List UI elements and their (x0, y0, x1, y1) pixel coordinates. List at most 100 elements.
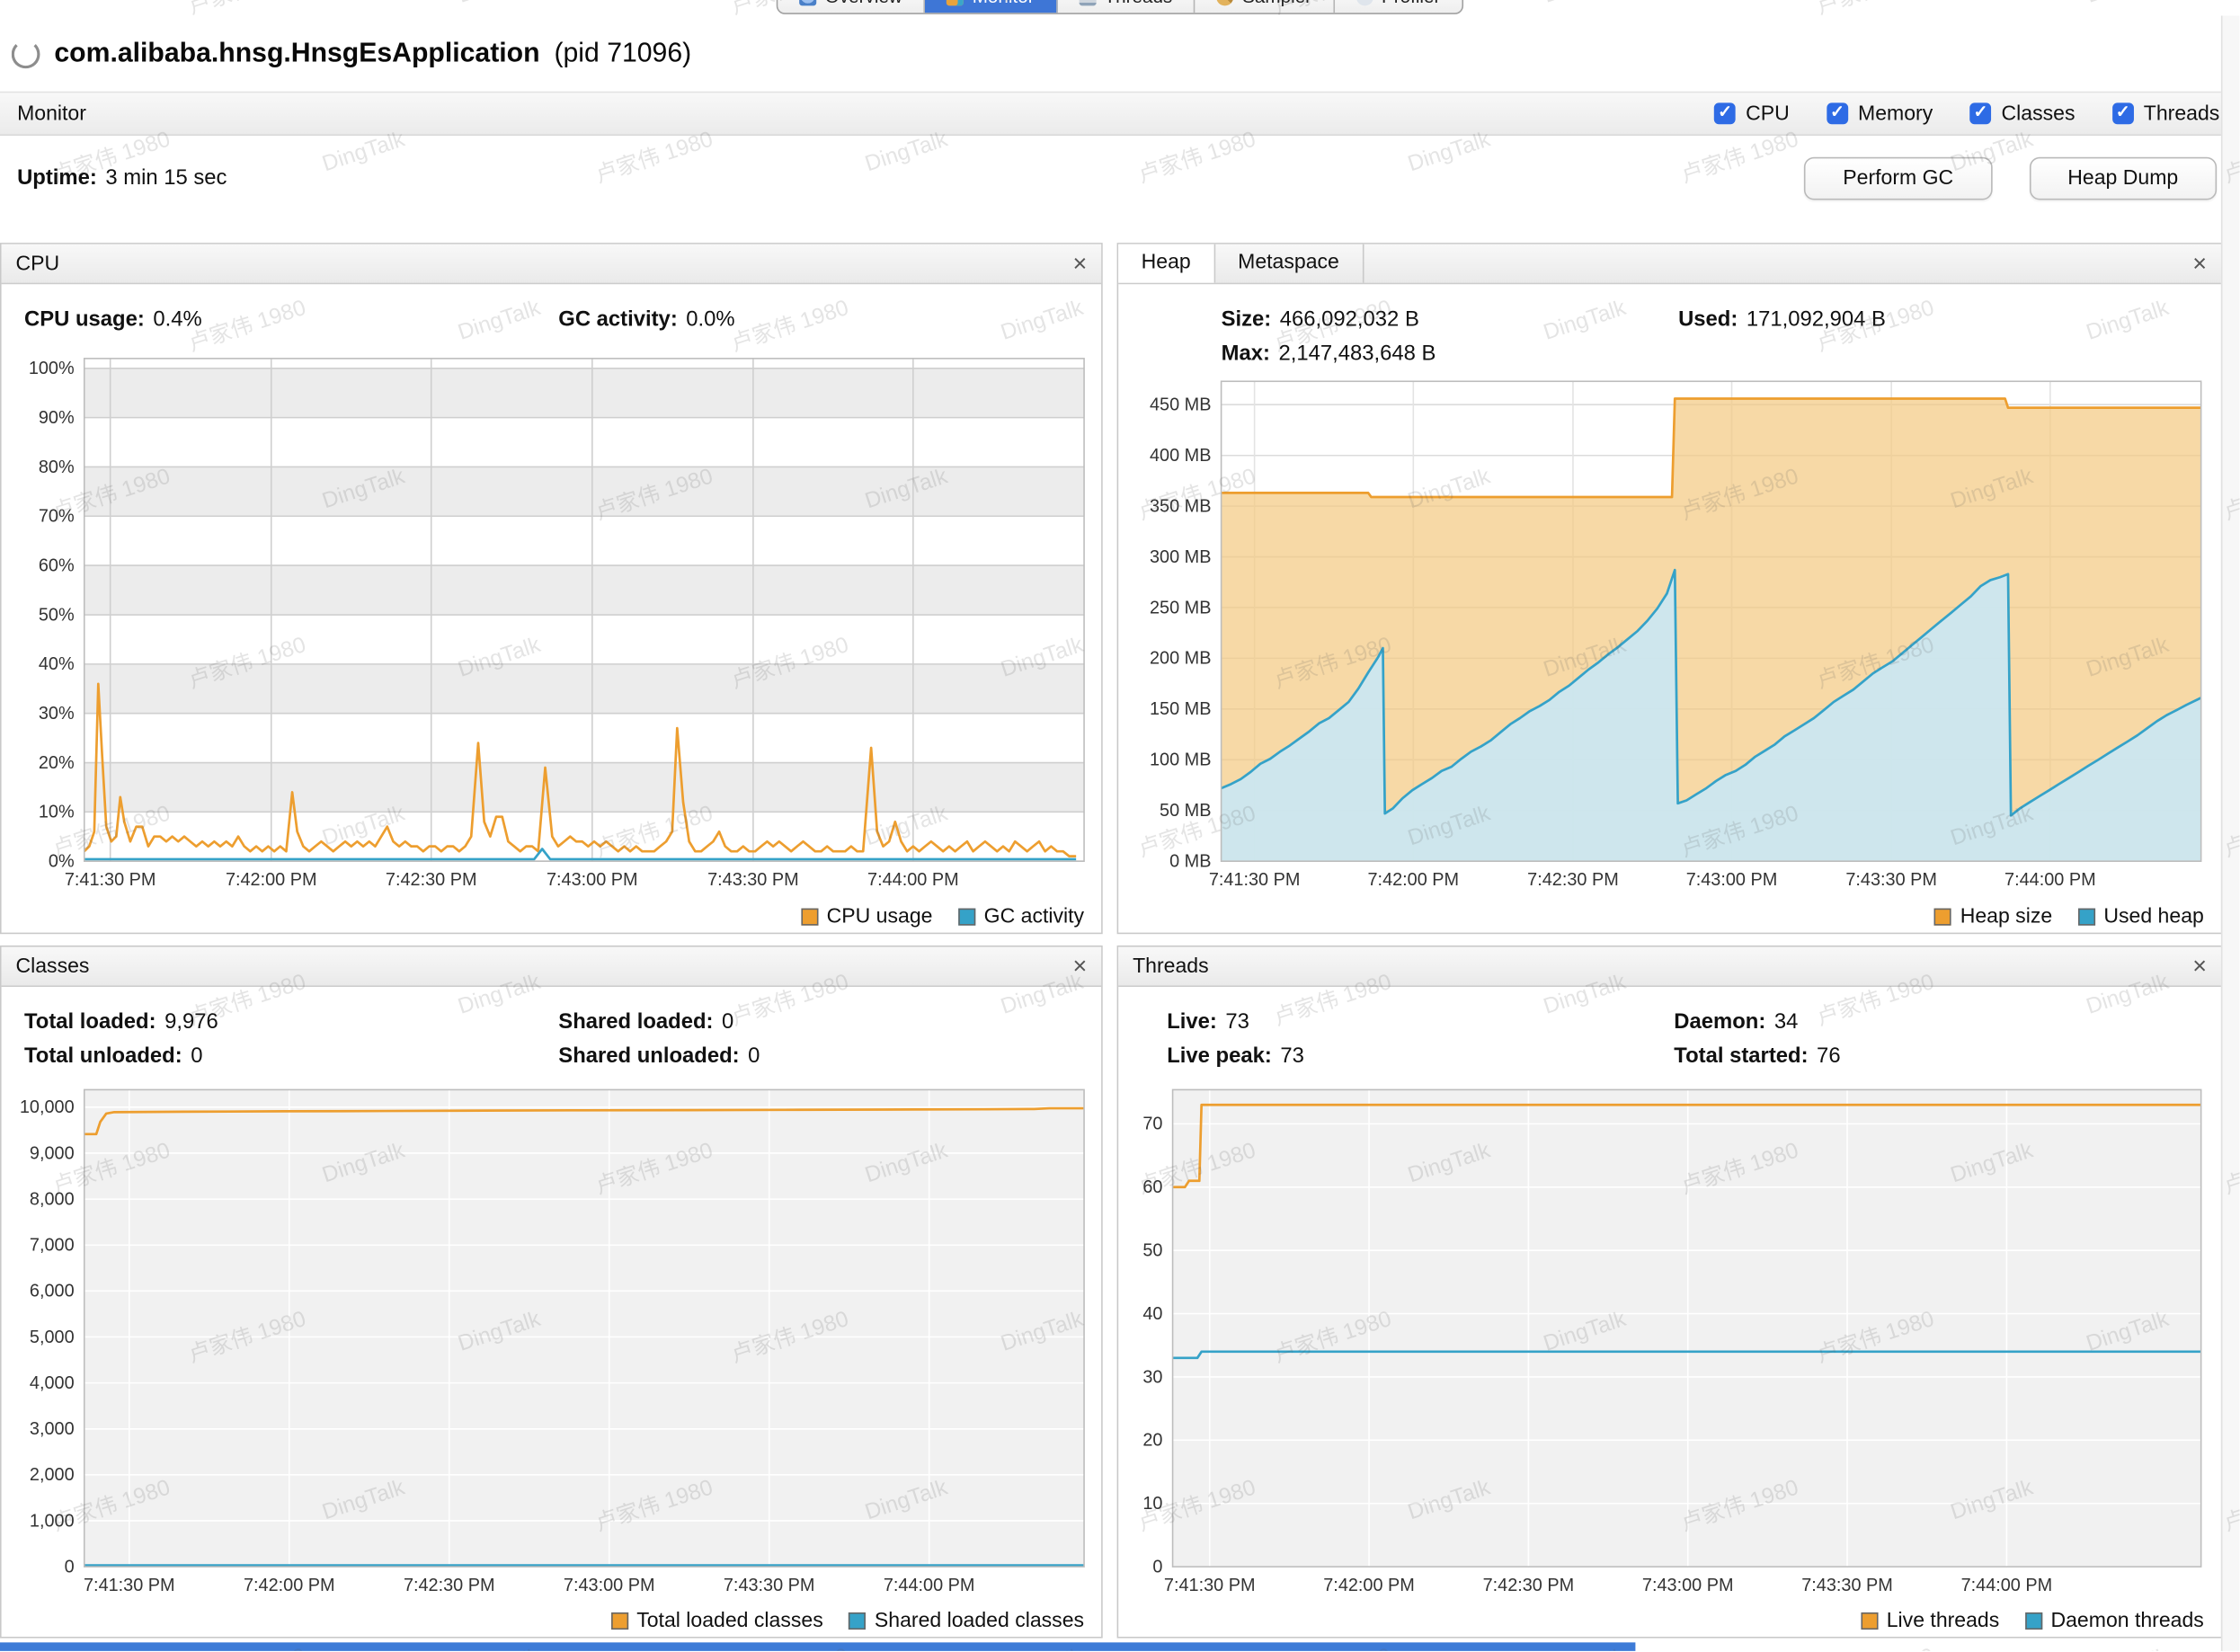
cpu-usage-label: CPU usage: (24, 306, 145, 331)
svg-text:0%: 0% (49, 852, 75, 872)
svg-text:20%: 20% (39, 753, 75, 773)
legend-swatch-icon (1861, 1612, 1879, 1630)
shared-loaded-value: 0 (722, 1008, 734, 1034)
heap-dump-button[interactable]: Heap Dump (2029, 155, 2218, 200)
legend-label: GC activity (983, 905, 1085, 928)
svg-text:7:44:00 PM: 7:44:00 PM (884, 1576, 975, 1595)
svg-text:7:42:00 PM: 7:42:00 PM (1323, 1576, 1415, 1595)
svg-text:7:42:30 PM: 7:42:30 PM (404, 1576, 495, 1595)
svg-text:80%: 80% (39, 457, 75, 477)
svg-text:5,000: 5,000 (30, 1328, 75, 1347)
svg-text:7:43:00 PM: 7:43:00 PM (547, 870, 638, 890)
svg-text:2,000: 2,000 (30, 1465, 75, 1485)
legend-swatch-icon (958, 908, 976, 926)
watermark-text: 卢家伟 1980 (1812, 1639, 1938, 1651)
application-title-bar: com.alibaba.hnsg.HnsgEsApplication (pid … (0, 15, 2240, 92)
legend-swatch-icon (801, 908, 819, 926)
svg-text:7:43:00 PM: 7:43:00 PM (564, 1576, 655, 1595)
tab-heap[interactable]: Heap (1118, 244, 1215, 283)
checkbox-threads[interactable]: Threads (2111, 102, 2219, 125)
svg-text:50%: 50% (39, 605, 75, 625)
svg-text:10%: 10% (39, 803, 75, 822)
svg-text:100%: 100% (29, 359, 75, 378)
checkbox-memory-label: Memory (1858, 102, 1933, 126)
threads-stats: Live: 73 Daemon: 34 Live peak: 73 Total sta… (1118, 1004, 2221, 1072)
legend-swatch-icon (1934, 908, 1952, 926)
svg-text:10: 10 (1142, 1494, 1162, 1514)
heap-panel: Heap Metaspace × Size: 466,092,032 B Used… (1116, 243, 2223, 935)
uptime-row: Uptime: 3 min 15 sec Perform GC Heap Dump (0, 135, 2240, 220)
monitor-icon (947, 0, 964, 5)
classes-panel: Classes × Total loaded: 9,976 Shared load… (0, 945, 1103, 1639)
daemon-value: 34 (1773, 1008, 1799, 1034)
total-loaded-label: Total loaded: (24, 1008, 156, 1034)
close-icon[interactable]: × (2192, 952, 2208, 981)
shared-unloaded-value: 0 (748, 1043, 760, 1068)
gc-activity-label: GC activity: (558, 306, 678, 331)
svg-text:30: 30 (1142, 1367, 1162, 1387)
legend-label: Total loaded classes (636, 1609, 823, 1633)
svg-text:1,000: 1,000 (30, 1511, 75, 1531)
classes-chart: 0 1,000 2,000 3,000 4,000 5,000 6,000 7,000 8,00… (2, 1084, 1102, 1603)
checkbox-cpu[interactable]: CPU (1714, 102, 1790, 125)
tab-sampler-label: Sampler (1242, 0, 1311, 7)
svg-text:150 MB: 150 MB (1150, 699, 1211, 719)
tab-monitor[interactable]: Monitor (925, 0, 1058, 13)
classes-stats: Total loaded: 9,976 Shared loaded: 0 Total… (2, 1004, 1102, 1072)
svg-text:7:42:30 PM: 7:42:30 PM (1483, 1576, 1575, 1595)
heap-size-label: Size: (1221, 306, 1272, 331)
classes-panel-title: Classes (15, 955, 90, 978)
perform-gc-button[interactable]: Perform GC (1804, 155, 1993, 200)
checkbox-memory[interactable]: Memory (1827, 102, 1933, 125)
svg-text:7:42:30 PM: 7:42:30 PM (1527, 870, 1619, 890)
uptime-label: Uptime: (17, 165, 97, 191)
svg-text:350 MB: 350 MB (1150, 496, 1211, 516)
close-icon[interactable]: × (1072, 250, 1088, 278)
svg-text:60: 60 (1142, 1177, 1162, 1197)
checkbox-checked-icon (1827, 102, 1848, 125)
svg-text:40%: 40% (39, 654, 75, 674)
close-icon[interactable]: × (1072, 952, 1088, 981)
tab-sampler[interactable]: Sampler (1196, 0, 1335, 13)
svg-text:7:44:00 PM: 7:44:00 PM (2004, 870, 2096, 890)
overview-icon (799, 0, 817, 5)
legend-swatch-icon (610, 1612, 628, 1630)
legend-swatch-icon (849, 1612, 867, 1630)
heap-chart: 0 MB 50 MB 100 MB 150 MB 200 MB 250 MB 300 MB 3… (1118, 376, 2221, 899)
threads-chart: 0 10 20 30 40 50 60 70 7:41:30 PM 7:42:00 PM 7:42:… (1118, 1084, 2221, 1603)
tab-profiler[interactable]: Profiler (1335, 0, 1462, 13)
metric-checkboxes: CPU Memory Classes Threads (1714, 102, 2219, 125)
svg-text:7:42:00 PM: 7:42:00 PM (1368, 870, 1460, 890)
tab-threads[interactable]: Threads (1057, 0, 1196, 13)
tab-overview[interactable]: Overview (778, 0, 926, 13)
svg-text:6,000: 6,000 (30, 1282, 75, 1301)
legend-label: Used heap (2103, 905, 2204, 928)
shared-unloaded-label: Shared unloaded: (558, 1043, 740, 1068)
legend-label: Heap size (1960, 905, 2053, 928)
checkbox-classes[interactable]: Classes (1969, 102, 2075, 125)
watermark-text: DingTalk (2084, 1644, 2173, 1651)
heap-size-value: 466,092,032 B (1279, 306, 1419, 331)
close-icon[interactable]: × (2192, 250, 2208, 278)
svg-text:7:43:30 PM: 7:43:30 PM (1801, 1576, 1893, 1595)
cpu-stats: CPU usage: 0.4% GC activity: 0.0% (2, 301, 1102, 335)
svg-text:0: 0 (1152, 1557, 1162, 1577)
scrollbar[interactable] (2220, 15, 2240, 1651)
tab-metaspace[interactable]: Metaspace (1215, 244, 1364, 283)
heap-used-label: Used: (1678, 306, 1738, 331)
svg-text:4,000: 4,000 (30, 1373, 75, 1393)
bottom-highlight-bar (0, 1642, 1636, 1651)
svg-text:60%: 60% (39, 555, 75, 575)
legend-swatch-icon (2077, 908, 2095, 926)
monitor-panels-grid: CPU × CPU usage: 0.4% GC activity: 0.0% 0%… (0, 243, 2240, 1639)
tab-overview-label: Overview (825, 0, 902, 7)
svg-text:7:43:30 PM: 7:43:30 PM (724, 1576, 815, 1595)
svg-text:20: 20 (1142, 1431, 1162, 1451)
heap-max-value: 2,147,483,648 B (1278, 340, 1436, 365)
svg-text:7:43:00 PM: 7:43:00 PM (1642, 1576, 1734, 1595)
svg-text:0: 0 (65, 1557, 75, 1577)
svg-text:7:41:30 PM: 7:41:30 PM (84, 1576, 175, 1595)
uptime: Uptime: 3 min 15 sec (17, 165, 227, 190)
action-buttons: Perform GC Heap Dump (1804, 155, 2218, 200)
